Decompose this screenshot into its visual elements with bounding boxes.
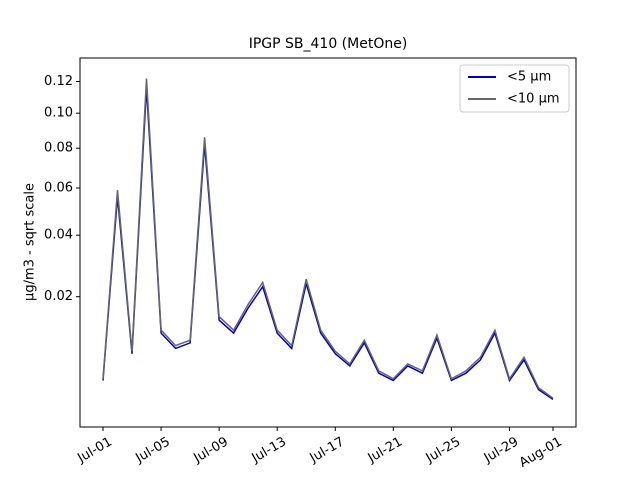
chart-title: IPGP SB_410 (MetOne): [249, 36, 408, 52]
y-tick-label: 0.04: [44, 228, 73, 243]
x-tick-label: Jul-25: [423, 435, 463, 467]
y-axis-label: µg/m3 - sqrt scale: [23, 183, 38, 301]
x-tick-label: Aug-01: [517, 435, 565, 471]
x-tick-label: Jul-13: [249, 435, 289, 467]
series-line: [102, 78, 554, 399]
plot-frame: [79, 57, 577, 428]
y-tick-label: 0.08: [44, 141, 73, 156]
y-tick-label: 0.12: [44, 74, 73, 89]
x-tick-label: Jul-05: [132, 435, 172, 467]
y-tick-label: 0.06: [44, 181, 73, 196]
x-tick-label: Jul-09: [191, 435, 231, 467]
series-line: [102, 87, 554, 401]
x-tick-label: Jul-21: [365, 435, 405, 467]
legend-label: <10 µm: [507, 92, 560, 107]
y-tick-label: 0.10: [44, 106, 73, 121]
x-tick-label: Jul-01: [74, 435, 114, 467]
legend-label: <5 µm: [507, 70, 551, 85]
x-tick-label: Jul-29: [481, 435, 521, 467]
y-tick-label: 0.02: [44, 289, 73, 304]
x-tick-label: Jul-17: [307, 435, 347, 467]
